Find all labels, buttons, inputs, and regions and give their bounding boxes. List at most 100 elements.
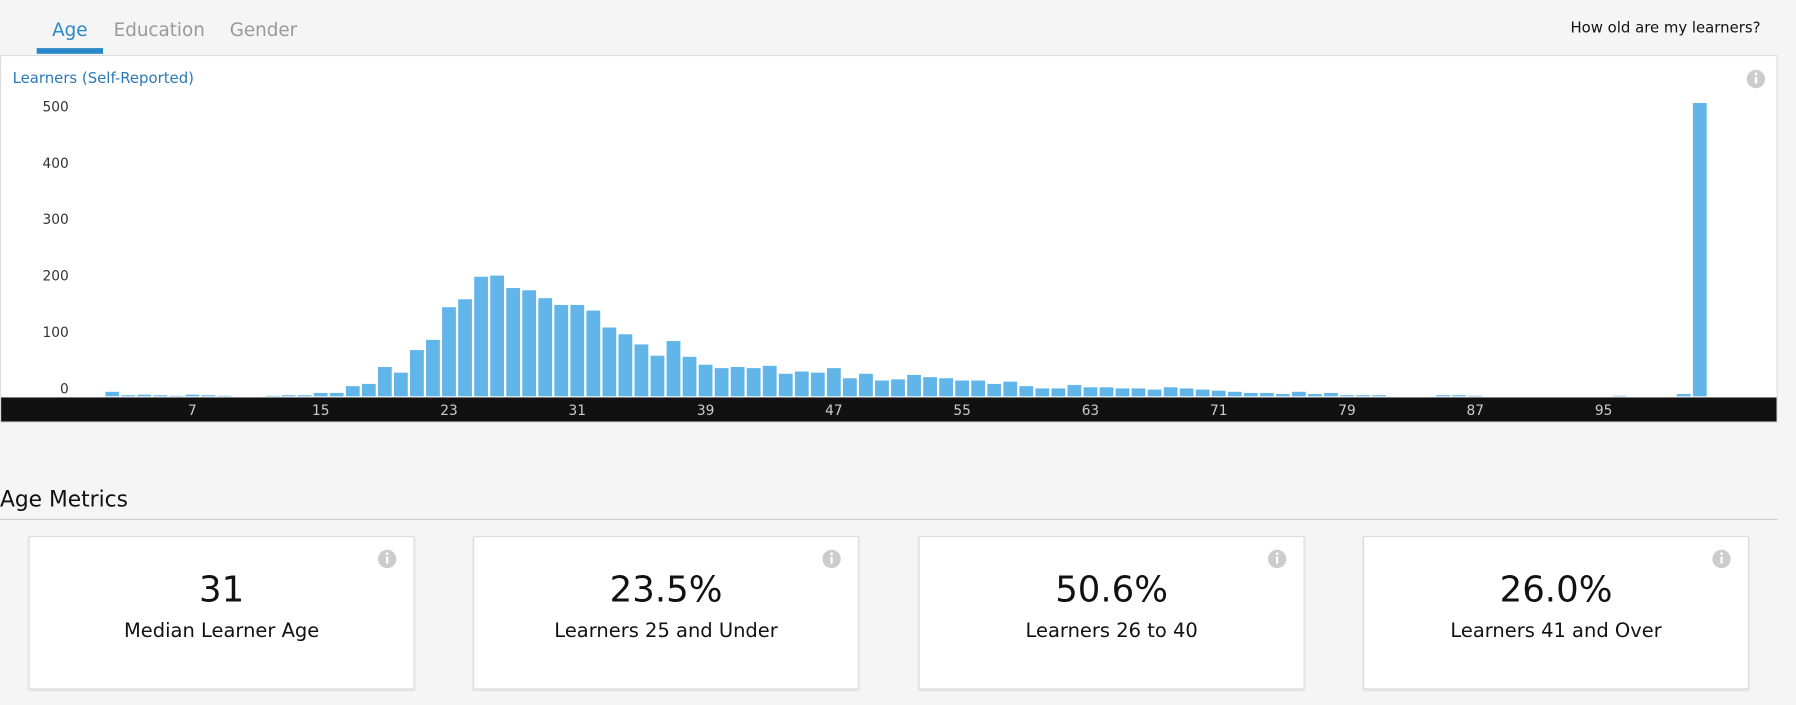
bar bbox=[794, 371, 809, 397]
bar bbox=[1308, 394, 1322, 397]
bar bbox=[522, 290, 537, 397]
bar bbox=[842, 378, 857, 397]
bar bbox=[634, 344, 649, 397]
bar bbox=[714, 368, 729, 397]
bar bbox=[698, 364, 713, 397]
x-tick-label: 7 bbox=[188, 403, 197, 419]
bar bbox=[265, 395, 280, 397]
tab-age[interactable]: Age bbox=[52, 20, 87, 41]
metric-value: 23.5% bbox=[609, 569, 723, 611]
bar bbox=[762, 365, 777, 397]
y-tick-label: 400 bbox=[43, 156, 69, 172]
bar bbox=[105, 391, 120, 397]
bar bbox=[650, 355, 665, 397]
bar bbox=[1243, 392, 1258, 397]
tab-gender[interactable]: Gender bbox=[230, 20, 298, 41]
metric-card: 23.5% Learners 25 and Under bbox=[473, 536, 860, 690]
bar bbox=[554, 304, 569, 397]
bar bbox=[297, 395, 312, 397]
x-tick-label: 71 bbox=[1210, 403, 1227, 419]
bar bbox=[1115, 388, 1130, 397]
bar bbox=[1131, 388, 1146, 397]
bar bbox=[1067, 385, 1082, 397]
metric-card: 26.0% Learners 41 and Over bbox=[1363, 536, 1750, 690]
bar bbox=[810, 372, 825, 397]
help-text: How old are my learners? bbox=[1571, 19, 1761, 37]
bar bbox=[137, 394, 152, 397]
metric-card: 31 Median Learner Age bbox=[28, 536, 415, 690]
bar bbox=[1147, 389, 1162, 397]
bar bbox=[730, 366, 745, 397]
bar bbox=[1211, 390, 1226, 397]
bar bbox=[1035, 388, 1050, 397]
bar bbox=[859, 373, 873, 397]
bar bbox=[506, 288, 521, 397]
bar bbox=[474, 276, 488, 397]
x-tick-label: 47 bbox=[825, 403, 842, 419]
bar bbox=[923, 377, 937, 397]
bar bbox=[1291, 391, 1306, 397]
x-tick-label: 23 bbox=[440, 403, 457, 419]
bar bbox=[939, 378, 954, 397]
x-tick-label: 95 bbox=[1595, 403, 1612, 419]
bar bbox=[361, 383, 376, 397]
bar bbox=[153, 395, 168, 397]
bar bbox=[955, 380, 970, 397]
divider bbox=[0, 518, 1778, 521]
bar bbox=[1452, 395, 1467, 397]
bar bbox=[1324, 392, 1338, 397]
bar bbox=[1372, 395, 1386, 397]
metric-label: Median Learner Age bbox=[123, 619, 320, 643]
bar bbox=[618, 334, 633, 397]
tab-education[interactable]: Education bbox=[114, 20, 205, 41]
bar bbox=[586, 310, 601, 397]
x-tick-label: 87 bbox=[1467, 403, 1484, 419]
bar bbox=[1612, 395, 1627, 397]
metric-card: 50.6% Learners 26 to 40 bbox=[918, 536, 1305, 690]
y-tick-label: 100 bbox=[43, 325, 69, 341]
bar bbox=[1099, 387, 1114, 397]
x-tick-label: 15 bbox=[312, 403, 329, 419]
info-icon[interactable] bbox=[821, 549, 842, 570]
bar bbox=[426, 339, 440, 397]
info-icon[interactable] bbox=[1711, 549, 1732, 570]
bar bbox=[121, 395, 136, 397]
x-tick-label: 79 bbox=[1338, 403, 1355, 419]
metric-label: Learners 25 and Under bbox=[554, 619, 778, 643]
bar bbox=[377, 366, 392, 397]
bar bbox=[1340, 395, 1354, 397]
y-tick-label: 200 bbox=[43, 269, 69, 285]
bar bbox=[490, 275, 505, 397]
tab-indicator bbox=[36, 48, 104, 54]
y-tick-label: 0 bbox=[60, 381, 69, 397]
bar bbox=[329, 392, 344, 397]
bar bbox=[1019, 386, 1034, 397]
bar bbox=[666, 341, 681, 397]
bar bbox=[1468, 395, 1483, 397]
bar bbox=[538, 298, 553, 397]
info-icon[interactable] bbox=[377, 549, 398, 570]
bar bbox=[746, 368, 761, 397]
bar bbox=[570, 304, 585, 397]
metric-label: Learners 41 and Over bbox=[1450, 619, 1662, 643]
metric-label: Learners 26 to 40 bbox=[1025, 619, 1198, 643]
bar bbox=[458, 299, 472, 397]
bar bbox=[442, 307, 456, 397]
bar bbox=[987, 383, 1002, 397]
metric-value: 50.6% bbox=[1055, 569, 1169, 611]
bar bbox=[1259, 392, 1274, 397]
bar bbox=[185, 394, 200, 397]
y-tick-label: 300 bbox=[43, 212, 69, 228]
bar bbox=[682, 356, 697, 397]
info-icon[interactable] bbox=[1267, 549, 1288, 570]
chart-area: Age Education Gender How old are my lear… bbox=[0, 19, 1778, 521]
bar bbox=[410, 350, 424, 397]
metric-value: 31 bbox=[199, 569, 245, 611]
bar bbox=[169, 395, 184, 397]
bar bbox=[393, 372, 408, 397]
bar bbox=[1275, 394, 1290, 397]
bar bbox=[1227, 391, 1242, 397]
info-icon[interactable] bbox=[1746, 69, 1766, 89]
bar bbox=[826, 368, 841, 397]
